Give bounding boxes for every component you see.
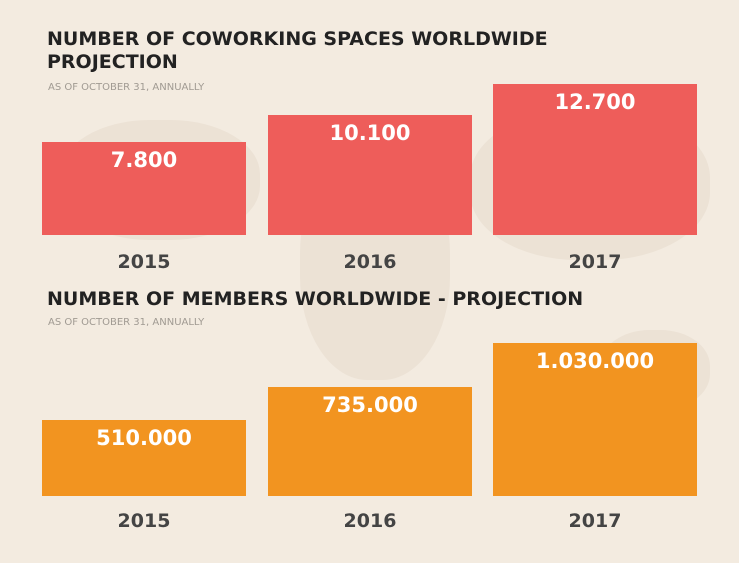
x-tick-label: 2017 [568,251,622,273]
bar-label: 735.000 [322,392,418,417]
x-tick-label: 2017 [568,510,622,532]
chart-title: NUMBER OF COWORKING SPACES WORLDWIDE PRO… [47,28,548,73]
bar: 12.700 [493,84,697,235]
bar-label: 10.100 [329,120,411,145]
x-tick-label: 2016 [343,251,397,273]
bar: 735.000 [268,386,472,496]
bar-label: 7.800 [110,148,178,173]
bar-label: 510.000 [96,426,192,451]
chart-subtitle: AS OF OCTOBER 31, ANNUALLY [48,317,205,328]
x-tick-label: 2015 [117,510,171,532]
chart-subtitle: AS OF OCTOBER 31, ANNUALLY [48,82,205,93]
x-tick-label: 2016 [343,510,397,532]
x-tick-label: 2015 [117,251,171,273]
bar-label: 12.700 [554,90,636,114]
chart-title: NUMBER OF MEMBERS WORLDWIDE - PROJECTION [47,288,584,310]
bar: 7.800 [42,142,246,235]
bar: 10.100 [268,114,472,235]
bar-label: 1.030.000 [535,349,655,373]
bar: 510.000 [42,420,246,496]
bar: 1.030.000 [493,343,697,496]
